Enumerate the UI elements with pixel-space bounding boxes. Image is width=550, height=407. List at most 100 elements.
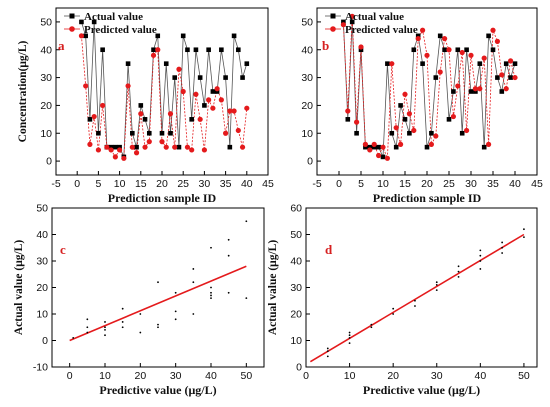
x-tick-label: -5 — [312, 178, 321, 190]
x-axis-label: Predictive value (μg/L) — [363, 383, 480, 397]
predicted-point — [508, 58, 514, 64]
actual-point — [358, 47, 364, 53]
actual-point — [151, 47, 156, 53]
actual-point — [424, 144, 430, 150]
y-tick-label: 50 — [290, 229, 302, 241]
legend-entry: Actual value — [84, 11, 143, 23]
predicted-point — [446, 47, 452, 53]
scatter-point — [326, 350, 329, 352]
predicted-point — [450, 113, 456, 120]
predicted-point — [494, 38, 500, 45]
actual-point — [155, 33, 161, 39]
x-tick-label: 40 — [205, 370, 217, 382]
predicted-point — [150, 52, 157, 58]
actual-point — [172, 75, 178, 80]
x-tick-label: 30 — [199, 178, 211, 190]
actual-point — [411, 47, 417, 53]
actual-point — [185, 47, 190, 53]
actual-point — [402, 117, 408, 122]
legend-entry: Actual value — [345, 11, 404, 23]
y-tick-label: 20 — [36, 282, 48, 294]
x-tick-label: 25 — [443, 178, 455, 190]
actual-point — [459, 130, 465, 136]
predicted-point — [231, 108, 237, 114]
scatter-point — [86, 318, 89, 321]
y-tick-label: 40 — [301, 44, 313, 56]
actual-point — [130, 130, 135, 136]
panel-letter: a — [58, 38, 65, 53]
actual-point — [407, 130, 412, 136]
x-tick-label: 45 — [531, 178, 543, 190]
x-axis-label: Prediction sample ID — [108, 191, 217, 205]
x-tick-label: 5 — [358, 178, 364, 190]
actual-point — [442, 47, 447, 53]
actual-point — [176, 144, 182, 150]
x-axis-label: Prediction sample ID — [373, 191, 482, 205]
predicted-point — [117, 147, 123, 153]
y-tick-label: 40 — [290, 256, 302, 268]
actual-point — [159, 130, 165, 136]
predicted-point — [104, 144, 110, 150]
predicted-point — [380, 144, 386, 150]
predicted-point — [468, 52, 474, 58]
x-tick-label: 15 — [399, 178, 411, 190]
predicted-point — [87, 141, 93, 147]
actual-point — [499, 89, 505, 94]
predicted-point — [402, 91, 408, 97]
panel-letter: c — [60, 242, 66, 257]
predicted-point — [206, 97, 212, 103]
predicted-point — [125, 83, 131, 89]
actual-point — [512, 61, 518, 66]
actual-point — [455, 47, 461, 53]
actual-point — [345, 117, 351, 122]
scatter-point — [501, 252, 504, 254]
x-tick-label: 20 — [387, 370, 399, 382]
x-tick-label: 20 — [156, 178, 168, 190]
scatter-point — [139, 313, 142, 315]
y-tick-label: 20 — [40, 100, 52, 112]
scatter-point — [104, 329, 106, 331]
y-tick-label: 10 — [40, 128, 52, 140]
predicted-point — [163, 144, 169, 150]
predicted-point — [464, 127, 470, 134]
predicted-point — [411, 127, 417, 134]
predicted-point — [472, 86, 478, 92]
actual-point — [393, 144, 399, 150]
actual-point — [389, 130, 395, 136]
legend-entry: Predicted value — [84, 24, 157, 36]
scatter-point — [121, 326, 124, 329]
actual-point — [437, 33, 443, 39]
predicted-point — [172, 144, 178, 150]
legend-marker-circle — [69, 26, 75, 32]
scatter-point — [86, 331, 89, 334]
predicted-point — [244, 105, 250, 111]
scatter-point — [457, 265, 460, 268]
actual-point — [486, 33, 491, 39]
x-tick-label: 10 — [114, 178, 126, 190]
actual-point — [163, 61, 169, 66]
predicted-point — [415, 36, 421, 42]
scatter-point — [523, 228, 525, 231]
actual-point — [168, 130, 173, 136]
predicted-point — [349, 13, 355, 19]
actual-point — [210, 89, 216, 94]
scatter-point — [210, 297, 212, 299]
y-tick-label: 60 — [290, 203, 302, 215]
actual-point — [223, 75, 228, 80]
y-tick-label: 0 — [307, 156, 313, 168]
fit-line — [309, 233, 525, 363]
scatter-point — [157, 281, 159, 284]
predicted-point — [210, 105, 216, 111]
y-tick-label: 30 — [36, 256, 48, 268]
predicted-point — [197, 116, 203, 122]
y-tick-label: 30 — [290, 282, 302, 294]
plot-frame — [51, 207, 265, 368]
x-tick-label: 30 — [431, 370, 443, 382]
actual-point — [142, 117, 148, 122]
x-tick-label: 25 — [177, 178, 189, 190]
y-tick-label: 10 — [36, 309, 48, 321]
actual-point — [477, 61, 483, 66]
scatter-point — [245, 220, 248, 223]
y-tick-label: -10 — [33, 362, 48, 374]
predicted-point — [420, 27, 426, 33]
